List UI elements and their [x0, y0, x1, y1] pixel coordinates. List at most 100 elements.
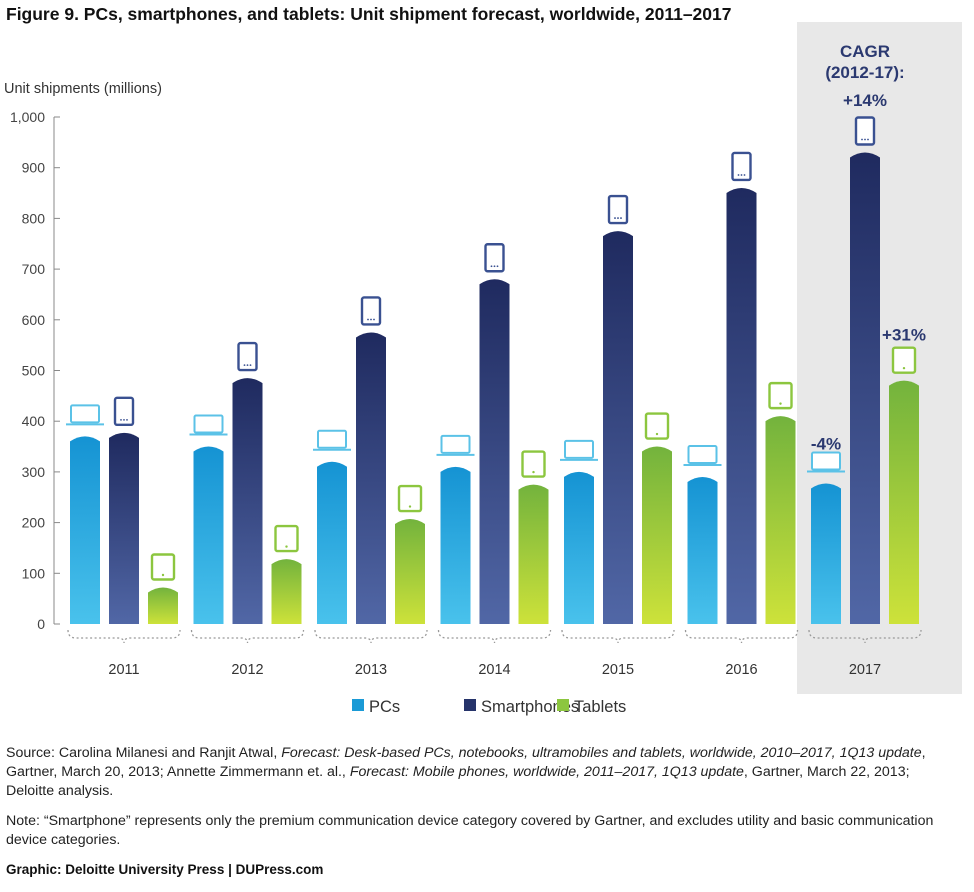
laptop-icon — [193, 414, 224, 434]
category-brace — [684, 629, 799, 644]
laptop-icon — [564, 439, 594, 459]
legend-label-pcs: PCs — [369, 698, 400, 716]
smartphone-icon — [854, 116, 876, 146]
y-tick-label: 400 — [22, 413, 46, 429]
smartphone-icon — [731, 151, 752, 182]
smartphone-dot-icon — [867, 138, 869, 141]
laptop-icon — [687, 444, 718, 464]
category-brace — [808, 629, 922, 644]
y-tick-label: 500 — [22, 363, 46, 379]
x-tick-label: 2016 — [725, 662, 757, 678]
bar-tablets-2014 — [518, 484, 549, 624]
smartphone-dot-icon — [614, 217, 616, 219]
tablet-icon — [644, 412, 670, 440]
tablet-icon — [768, 381, 793, 410]
source-segment: , Gartner, March 22, 2013; Deloitte anal… — [6, 764, 910, 799]
tablet-icon — [891, 346, 917, 374]
y-tick-label: 900 — [22, 160, 46, 176]
bar-smartphones-2012 — [232, 378, 263, 624]
source-segment: Source: Carolina Milanesi and Ranjit Atw… — [6, 745, 282, 761]
bar-tablets-2012 — [271, 559, 302, 624]
smartphone-dot-icon — [246, 364, 249, 367]
tablet-button-icon — [408, 505, 412, 508]
tablet-icon — [397, 484, 423, 513]
legend-swatch-pcs — [352, 699, 364, 711]
legend-label-tablets: Tablets — [574, 698, 626, 716]
y-tick-label: 300 — [22, 464, 46, 480]
smartphone-dot-icon — [490, 265, 493, 268]
smartphone-dot-icon — [367, 318, 369, 321]
legend-swatch-smartphones — [464, 699, 476, 711]
bar-smartphones-2011 — [109, 432, 139, 624]
smartphone-dot-icon — [123, 418, 125, 421]
source-segment: Forecast: Desk-based PCs, notebooks, ult… — [281, 745, 922, 761]
smartphone-dot-icon — [249, 364, 252, 367]
x-tick-label: 2015 — [602, 662, 634, 678]
bar-tablets-2016 — [765, 416, 796, 624]
laptop-icon — [70, 404, 100, 424]
tablet-button-icon — [902, 366, 906, 370]
category-brace — [67, 629, 181, 644]
footnote: Note: “Smartphone” represents only the p… — [6, 813, 934, 848]
y-tick-label: 700 — [22, 261, 46, 277]
cagr-title-line: (2012-17): — [825, 63, 904, 82]
smartphone-dot-icon — [737, 174, 740, 176]
x-tick-label: 2014 — [478, 662, 510, 678]
category-brace — [314, 629, 428, 644]
y-tick-label: 200 — [22, 515, 46, 531]
bar-smartphones-2013 — [356, 332, 386, 624]
tablet-button-icon — [655, 432, 659, 436]
smartphone-icon — [484, 243, 505, 273]
smartphone-dot-icon — [243, 364, 246, 367]
bar-tablets-2013 — [395, 519, 425, 624]
x-tick-label: 2011 — [108, 662, 139, 678]
tablet-icon — [150, 553, 176, 581]
smartphone-dot-icon — [740, 174, 743, 176]
smartphone-dot-icon — [864, 138, 866, 141]
tablet-button-icon — [532, 470, 535, 474]
smartphone-dot-icon — [373, 318, 375, 321]
bar-pcs-2016 — [687, 476, 718, 624]
smartphone-dot-icon — [743, 174, 746, 176]
tablet-button-icon — [779, 402, 782, 405]
smartphone-icon — [360, 296, 382, 326]
bar-smartphones-2017 — [850, 152, 880, 625]
smartphone-dot-icon — [493, 265, 496, 268]
cagr-label-tablets: +31% — [882, 326, 926, 345]
cagr-title-line: CAGR — [840, 42, 890, 61]
smartphone-dot-icon — [120, 418, 122, 421]
smartphone-dot-icon — [496, 265, 499, 268]
bar-pcs-2014 — [440, 466, 471, 624]
bar-tablets-2015 — [642, 446, 672, 624]
x-tick-label: 2013 — [355, 662, 387, 678]
smartphone-dot-icon — [620, 217, 622, 219]
bar-pcs-2012 — [193, 446, 224, 624]
x-tick-label: 2017 — [849, 662, 881, 678]
bar-smartphones-2016 — [726, 187, 757, 625]
smartphone-icon — [607, 194, 629, 225]
cagr-label-pcs: -4% — [811, 435, 841, 454]
bar-chart: Unit shipments (millions) 0 100 200 300 400 50… — [4, 22, 962, 716]
cagr-label-smartphones: +14% — [843, 91, 887, 110]
source-segment: Forecast: Mobile phones, worldwide, 2011… — [349, 764, 744, 780]
graphic-credit: Graphic: Deloitte University Press | DUP… — [6, 862, 324, 877]
smartphone-dot-icon — [370, 318, 372, 321]
tablet-icon — [274, 524, 299, 553]
source-note: Source: Carolina Milanesi and Ranjit Atw… — [6, 744, 961, 801]
category-brace — [190, 629, 305, 644]
bar-smartphones-2014 — [479, 279, 510, 624]
y-tick-label: 100 — [22, 565, 46, 581]
y-axis-label: Unit shipments (millions) — [4, 81, 162, 97]
tablet-button-icon — [161, 573, 165, 577]
bar-tablets-2011 — [148, 587, 178, 624]
smartphone-dot-icon — [126, 418, 128, 421]
laptop-icon — [317, 429, 347, 449]
bar-smartphones-2015 — [603, 231, 633, 624]
y-tick-label: 800 — [22, 210, 46, 226]
source-segment: , Gartner, March 20, 2013; Annette Zimme… — [6, 745, 926, 780]
bar-pcs-2013 — [317, 461, 347, 624]
bar-pcs-2011 — [70, 436, 100, 624]
laptop-icon — [440, 434, 471, 454]
smartphone-icon — [113, 396, 135, 427]
legend-swatch-tablets — [557, 699, 569, 711]
